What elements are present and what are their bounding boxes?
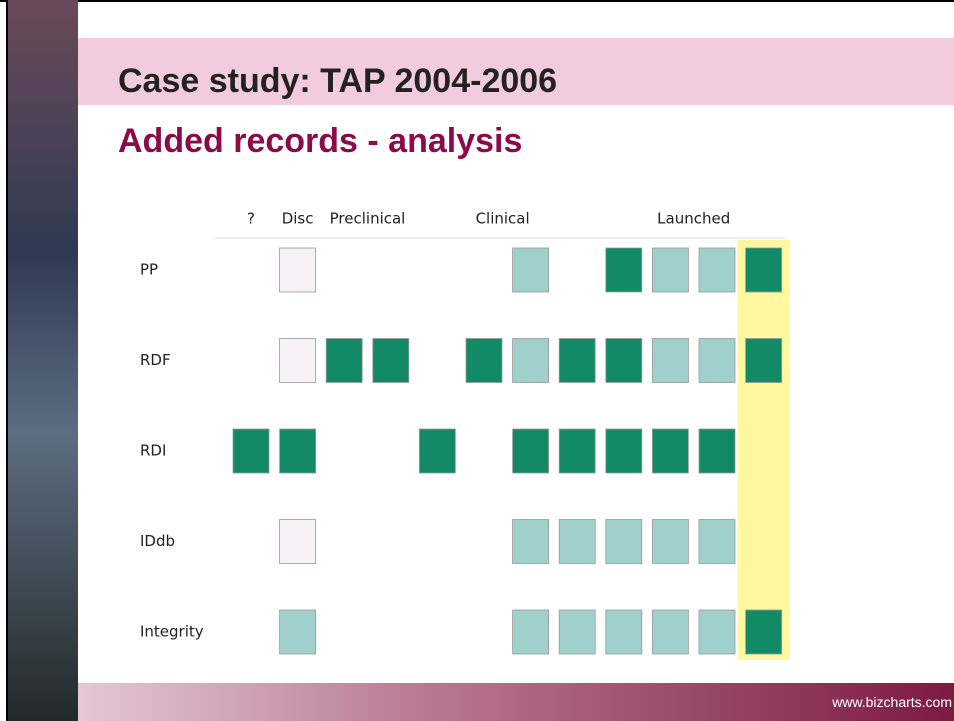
cell — [279, 519, 317, 564]
cell — [418, 428, 456, 474]
title: Case study: TAP 2004-2006 — [118, 62, 557, 100]
cell — [698, 428, 736, 474]
cell — [279, 428, 317, 474]
cell — [698, 609, 736, 655]
top-border — [0, 0, 954, 2]
subtitle: Added records - analysis — [118, 122, 522, 160]
cell — [279, 338, 317, 383]
cell — [512, 519, 549, 564]
cell — [279, 609, 317, 655]
row-label: RDF — [140, 351, 171, 369]
cell — [652, 338, 689, 383]
title-band — [78, 38, 954, 105]
row-label: Integrity — [140, 623, 204, 641]
cell — [325, 338, 363, 383]
footer-band — [78, 683, 954, 721]
cell — [698, 247, 736, 293]
cell — [605, 609, 643, 655]
column-header: Preclinical — [330, 210, 406, 228]
cell — [605, 338, 643, 383]
cell — [652, 609, 689, 655]
cell — [512, 609, 549, 655]
cell — [558, 338, 596, 383]
cell — [745, 338, 782, 383]
footer-url: www.bizcharts.com — [831, 694, 952, 710]
cell — [512, 247, 549, 293]
column-header: Launched — [657, 210, 730, 228]
cell — [279, 247, 317, 293]
cell — [652, 519, 689, 564]
cell — [232, 428, 270, 474]
cell — [512, 428, 549, 474]
cell — [558, 428, 596, 474]
cell — [465, 338, 503, 383]
column-header: Clinical — [476, 210, 530, 228]
cell — [605, 428, 643, 474]
left-border — [6, 0, 8, 721]
cell — [605, 519, 643, 564]
row-label: IDdb — [140, 532, 175, 550]
cell — [558, 609, 596, 655]
cell — [652, 428, 689, 474]
cell — [652, 247, 689, 293]
cell — [558, 519, 596, 564]
cell — [698, 338, 736, 383]
grid: ? Disc Preclinical Clinical Launched PP RDF RDI… — [140, 210, 790, 660]
cell — [745, 247, 782, 293]
row-label: RDI — [140, 442, 166, 460]
side-image — [8, 0, 78, 721]
row-label: PP — [140, 261, 158, 279]
column-header: ? — [247, 210, 255, 228]
cell — [512, 338, 549, 383]
cell — [605, 247, 643, 293]
highlight-column — [737, 240, 790, 660]
cell — [745, 609, 782, 655]
cell — [372, 338, 410, 383]
column-header: Disc — [282, 210, 314, 228]
cell — [698, 519, 736, 564]
